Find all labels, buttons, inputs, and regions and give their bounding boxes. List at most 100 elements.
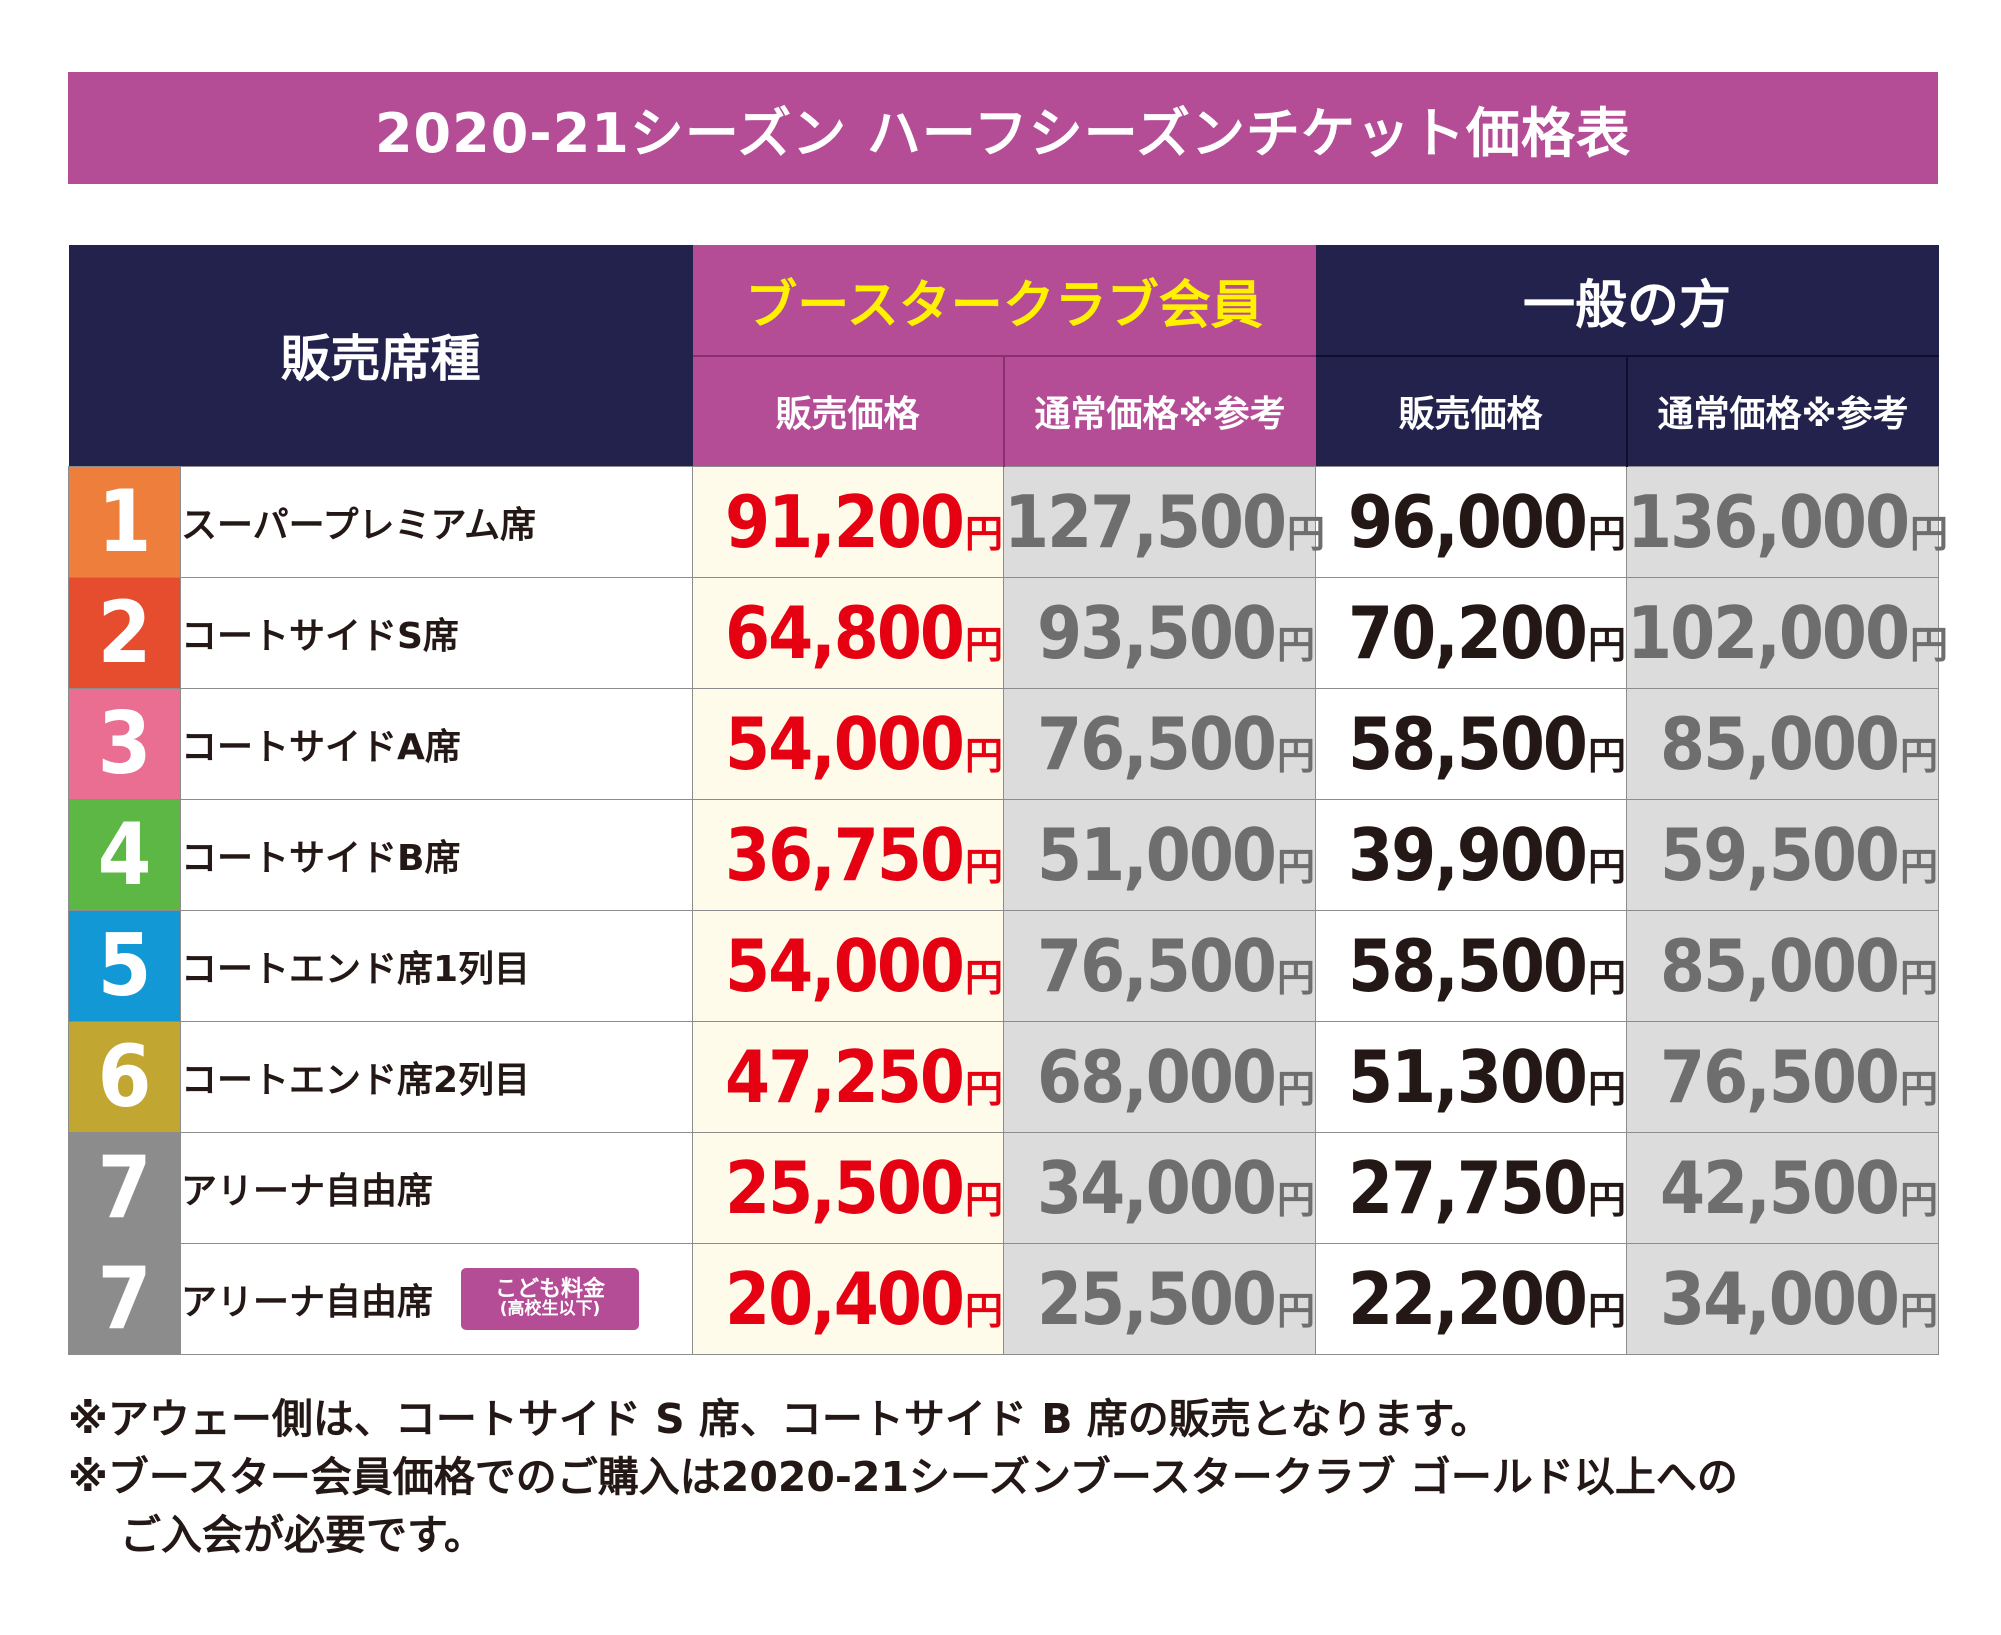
general-regular-price: 42,500 bbox=[1660, 1145, 1900, 1230]
yen-unit: 円 bbox=[1287, 511, 1326, 556]
seat-number-badge: 2 bbox=[68, 576, 181, 689]
yen-unit: 円 bbox=[964, 733, 1003, 778]
member-regular-price: 51,000 bbox=[1037, 812, 1277, 897]
general-regular-price: 85,000 bbox=[1660, 701, 1900, 786]
member-sale-price: 54,000 bbox=[725, 923, 965, 1008]
member-sale-price-cell: 64,800円 bbox=[692, 576, 1004, 689]
yen-unit: 円 bbox=[1910, 622, 1949, 667]
member-regular-price-cell: 68,000円 bbox=[1003, 1020, 1316, 1133]
seat-type-cell: スーパープレミアム席 bbox=[180, 465, 693, 578]
header-general-sale-price: 販売価格 bbox=[1315, 355, 1628, 466]
yen-unit: 円 bbox=[1587, 955, 1626, 1000]
note-away: ※アウェー側は、コートサイド S 席、コートサイド B 席の販売となります。 bbox=[68, 1395, 1492, 1443]
yen-unit: 円 bbox=[1900, 1066, 1939, 1111]
yen-unit: 円 bbox=[1587, 733, 1626, 778]
table-row: 7 アリーナ自由席 25,500円 34,000円 27,750円 42,500円 bbox=[68, 1131, 1940, 1244]
table-row: 2 コートサイドS席 64,800円 93,500円 70,200円 102,000円 bbox=[68, 576, 1948, 689]
yen-unit: 円 bbox=[964, 1288, 1003, 1333]
seat-type-label: スーパープレミアム席 bbox=[181, 504, 536, 546]
seat-type-cell: アリーナ自由席 bbox=[180, 1131, 693, 1244]
general-sale-price: 39,900 bbox=[1348, 812, 1588, 897]
general-sale-price-cell: 39,900円 bbox=[1315, 798, 1627, 911]
yen-unit: 円 bbox=[1587, 1177, 1626, 1222]
yen-unit: 円 bbox=[1900, 1177, 1939, 1222]
seat-type-label: アリーナ自由席 bbox=[181, 1281, 434, 1323]
yen-unit: 円 bbox=[964, 622, 1003, 667]
yen-unit: 円 bbox=[964, 955, 1003, 1000]
general-sale-price-cell: 58,500円 bbox=[1315, 909, 1627, 1022]
general-regular-price-cell: 34,000円 bbox=[1625, 1242, 1940, 1355]
yen-unit: 円 bbox=[964, 511, 1003, 556]
general-regular-price-cell: 85,000円 bbox=[1625, 687, 1940, 800]
yen-unit: 円 bbox=[1910, 511, 1949, 556]
member-sale-price: 36,750 bbox=[725, 812, 965, 897]
yen-unit: 円 bbox=[1276, 1288, 1315, 1333]
table-row: 3 コートサイドA席 54,000円 76,500円 58,500円 85,000円 bbox=[68, 687, 1940, 800]
member-regular-price: 76,500 bbox=[1037, 923, 1277, 1008]
seat-number-badge: 7 bbox=[68, 1131, 181, 1244]
general-sale-price-cell: 22,200円 bbox=[1315, 1242, 1627, 1355]
notes: ※アウェー側は、コートサイド S 席、コートサイド B 席の販売となります。 ※… bbox=[68, 1390, 1948, 1564]
general-regular-price: 76,500 bbox=[1660, 1034, 1900, 1119]
yen-unit: 円 bbox=[1900, 733, 1939, 778]
note-member-price: ※ブースター会員価格でのご購入は2020-21シーズンブースタークラブ ゴールド… bbox=[68, 1453, 1738, 1501]
seat-type-cell: コートサイドS席 bbox=[180, 576, 693, 689]
yen-unit: 円 bbox=[1276, 1066, 1315, 1111]
member-sale-price: 25,500 bbox=[725, 1145, 965, 1230]
general-sale-price: 70,200 bbox=[1348, 590, 1588, 675]
seat-number-badge: 4 bbox=[68, 798, 181, 911]
header-seat-type: 販売席種 bbox=[68, 245, 693, 466]
member-regular-price: 25,500 bbox=[1037, 1256, 1277, 1341]
member-regular-price: 68,000 bbox=[1037, 1034, 1277, 1119]
general-regular-price-cell: 136,000円 bbox=[1625, 465, 1948, 578]
member-sale-price: 91,200 bbox=[725, 479, 965, 564]
general-sale-price-cell: 58,500円 bbox=[1315, 687, 1627, 800]
member-regular-price-cell: 127,500円 bbox=[1003, 465, 1325, 578]
member-sale-price: 47,250 bbox=[725, 1034, 965, 1119]
seat-type-label: コートサイドB席 bbox=[181, 837, 461, 879]
general-regular-price-cell: 102,000円 bbox=[1625, 576, 1948, 689]
yen-unit: 円 bbox=[1587, 1066, 1626, 1111]
table-row: 1 スーパープレミアム席 91,200円 127,500円 96,000円 136,000… bbox=[68, 465, 1948, 578]
member-regular-price-cell: 76,500円 bbox=[1003, 909, 1316, 1022]
general-regular-price: 136,000 bbox=[1627, 479, 1910, 564]
price-table: 販売席種 ブースタークラブ会員 一般の方 販売価格 通常価格※参考 販売価格 通… bbox=[68, 245, 1948, 1355]
yen-unit: 円 bbox=[964, 1066, 1003, 1111]
yen-unit: 円 bbox=[1276, 733, 1315, 778]
yen-unit: 円 bbox=[1587, 844, 1626, 889]
member-sale-price-cell: 54,000円 bbox=[692, 687, 1004, 800]
seat-type-cell: コートエンド席1列目 bbox=[180, 909, 693, 1022]
header-booster-club: ブースタークラブ会員 bbox=[692, 245, 1316, 356]
general-sale-price: 51,300 bbox=[1348, 1034, 1588, 1119]
yen-unit: 円 bbox=[1587, 1288, 1626, 1333]
general-sale-price: 96,000 bbox=[1348, 479, 1588, 564]
member-regular-price: 127,500 bbox=[1004, 479, 1287, 564]
yen-unit: 円 bbox=[1900, 1288, 1939, 1333]
table-row: 7 アリーナ自由席 こども料金 (高校生以下) 20,400円 25,500円 22,200… bbox=[68, 1242, 1940, 1355]
member-regular-price: 34,000 bbox=[1037, 1145, 1277, 1230]
member-sale-price: 64,800 bbox=[725, 590, 965, 675]
seat-number-badge: 5 bbox=[68, 909, 181, 1022]
seat-number-badge: 6 bbox=[68, 1020, 181, 1133]
kids-price-label: こども料金 bbox=[495, 1277, 606, 1303]
general-regular-price-cell: 76,500円 bbox=[1625, 1020, 1940, 1133]
yen-unit: 円 bbox=[1900, 844, 1939, 889]
member-regular-price-cell: 51,000円 bbox=[1003, 798, 1316, 911]
member-regular-price: 76,500 bbox=[1037, 701, 1277, 786]
seat-type-label: アリーナ自由席 bbox=[181, 1170, 434, 1212]
general-regular-price: 59,500 bbox=[1660, 812, 1900, 897]
yen-unit: 円 bbox=[964, 844, 1003, 889]
general-sale-price: 22,200 bbox=[1348, 1256, 1588, 1341]
yen-unit: 円 bbox=[1276, 955, 1315, 1000]
general-sale-price-cell: 51,300円 bbox=[1315, 1020, 1627, 1133]
member-sale-price-cell: 20,400円 bbox=[692, 1242, 1004, 1355]
kids-price-sublabel: (高校生以下) bbox=[499, 1299, 601, 1320]
member-regular-price-cell: 25,500円 bbox=[1003, 1242, 1316, 1355]
general-regular-price: 85,000 bbox=[1660, 923, 1900, 1008]
member-regular-price-cell: 34,000円 bbox=[1003, 1131, 1316, 1244]
general-regular-price-cell: 59,500円 bbox=[1625, 798, 1940, 911]
header-general: 一般の方 bbox=[1315, 245, 1939, 356]
general-regular-price: 34,000 bbox=[1660, 1256, 1900, 1341]
general-sale-price-cell: 70,200円 bbox=[1315, 576, 1627, 689]
member-sale-price: 20,400 bbox=[725, 1256, 965, 1341]
